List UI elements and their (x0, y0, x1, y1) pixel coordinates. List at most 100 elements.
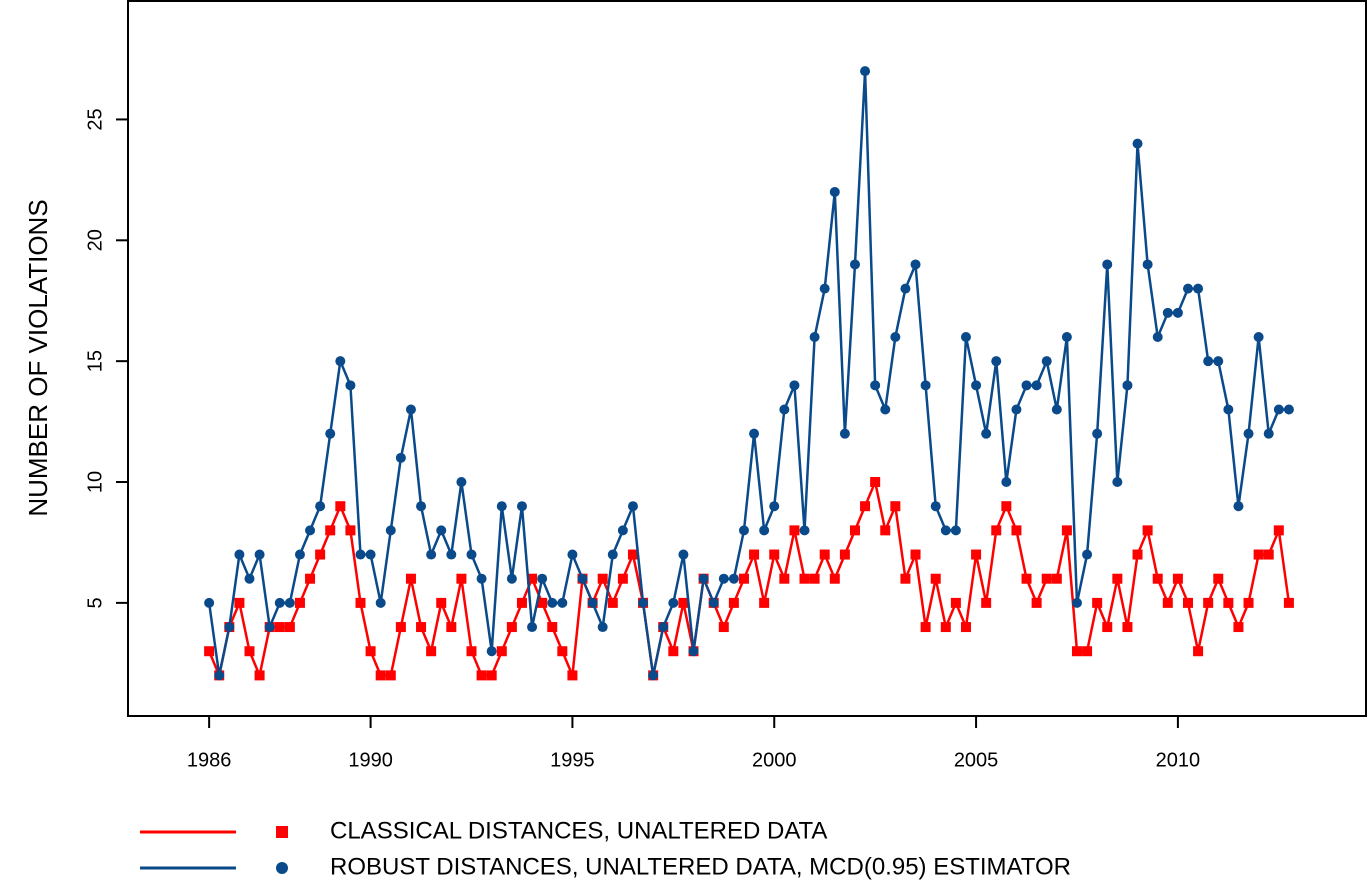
data-point (849, 259, 860, 270)
data-point (214, 670, 225, 681)
data-point (668, 646, 679, 657)
data-point (678, 549, 689, 560)
data-point (1102, 259, 1113, 270)
data-point (305, 525, 316, 536)
data-point (284, 622, 295, 633)
data-point (940, 525, 951, 536)
data-point (1213, 356, 1224, 367)
y-tick-label: 15 (84, 350, 106, 372)
data-point (900, 573, 911, 584)
data-point (920, 622, 931, 633)
data-point (900, 283, 911, 294)
data-point (910, 549, 921, 560)
data-point (1092, 597, 1103, 608)
data-point (789, 525, 800, 536)
data-point (557, 597, 568, 608)
data-point (557, 646, 568, 657)
data-point (910, 259, 921, 270)
y-tick-label: 5 (84, 597, 106, 608)
data-point (496, 501, 507, 512)
data-point (1132, 138, 1143, 149)
data-point (880, 525, 891, 536)
data-point (506, 573, 517, 584)
data-point (839, 428, 850, 439)
data-point (769, 549, 780, 560)
data-point (728, 573, 739, 584)
data-point (991, 525, 1002, 536)
data-point (769, 501, 780, 512)
y-tick-label: 20 (84, 229, 106, 251)
x-tick-label: 1990 (348, 749, 393, 771)
data-point (416, 622, 427, 633)
data-point (718, 573, 729, 584)
data-point (446, 622, 457, 633)
data-point (527, 622, 538, 633)
data-point (658, 622, 669, 633)
data-point (890, 501, 901, 512)
data-point (981, 428, 992, 439)
data-point (426, 549, 437, 560)
data-point (749, 549, 760, 560)
data-point (829, 573, 840, 584)
data-point (829, 186, 840, 197)
data-point (486, 646, 497, 657)
data-point (436, 525, 447, 536)
data-point (1203, 356, 1214, 367)
data-point (1001, 477, 1012, 488)
y-tick-label: 10 (84, 471, 106, 493)
x-tick-label: 2010 (1156, 749, 1201, 771)
data-point (860, 501, 871, 512)
data-point (698, 573, 709, 584)
data-point (1001, 501, 1012, 512)
data-point (708, 597, 719, 608)
data-point (1193, 283, 1204, 294)
data-point (728, 597, 739, 608)
data-point (244, 573, 255, 584)
data-point (1041, 356, 1052, 367)
data-point (244, 646, 255, 657)
data-point (204, 597, 215, 608)
data-point (305, 573, 316, 584)
data-point (1193, 646, 1204, 657)
x-tick-label: 2000 (752, 749, 797, 771)
data-point (335, 356, 346, 367)
data-point (779, 573, 790, 584)
data-point (567, 549, 578, 560)
data-point (1082, 646, 1093, 657)
data-point (597, 622, 608, 633)
data-point (224, 622, 235, 633)
data-point (385, 670, 396, 681)
legend-marker (276, 862, 288, 874)
data-point (1071, 646, 1082, 657)
data-point (426, 646, 437, 657)
legend-label: CLASSICAL DISTANCES, UNALTERED DATA (330, 817, 827, 844)
data-point (1243, 597, 1254, 608)
legend-marker (276, 826, 288, 838)
data-point (1243, 428, 1254, 439)
data-point (274, 597, 285, 608)
data-point (577, 573, 588, 584)
data-point (325, 428, 336, 439)
data-point (375, 597, 386, 608)
data-point (668, 597, 679, 608)
data-point (981, 597, 992, 608)
data-point (405, 404, 416, 415)
data-point (1162, 307, 1173, 318)
data-point (1233, 622, 1244, 633)
data-point (1092, 428, 1103, 439)
x-tick-label: 1986 (187, 749, 232, 771)
data-point (1263, 549, 1274, 560)
legend-label: ROBUST DISTANCES, UNALTERED DATA, MCD(0.… (330, 853, 1071, 880)
data-point (1223, 597, 1234, 608)
data-point (506, 622, 517, 633)
data-point (1122, 622, 1133, 633)
data-point (516, 597, 527, 608)
data-point (688, 646, 699, 657)
data-point (254, 549, 265, 560)
data-point (264, 622, 275, 633)
data-point (799, 573, 810, 584)
data-point (1011, 404, 1022, 415)
data-point (779, 404, 790, 415)
data-point (395, 622, 406, 633)
data-point (1142, 525, 1153, 536)
